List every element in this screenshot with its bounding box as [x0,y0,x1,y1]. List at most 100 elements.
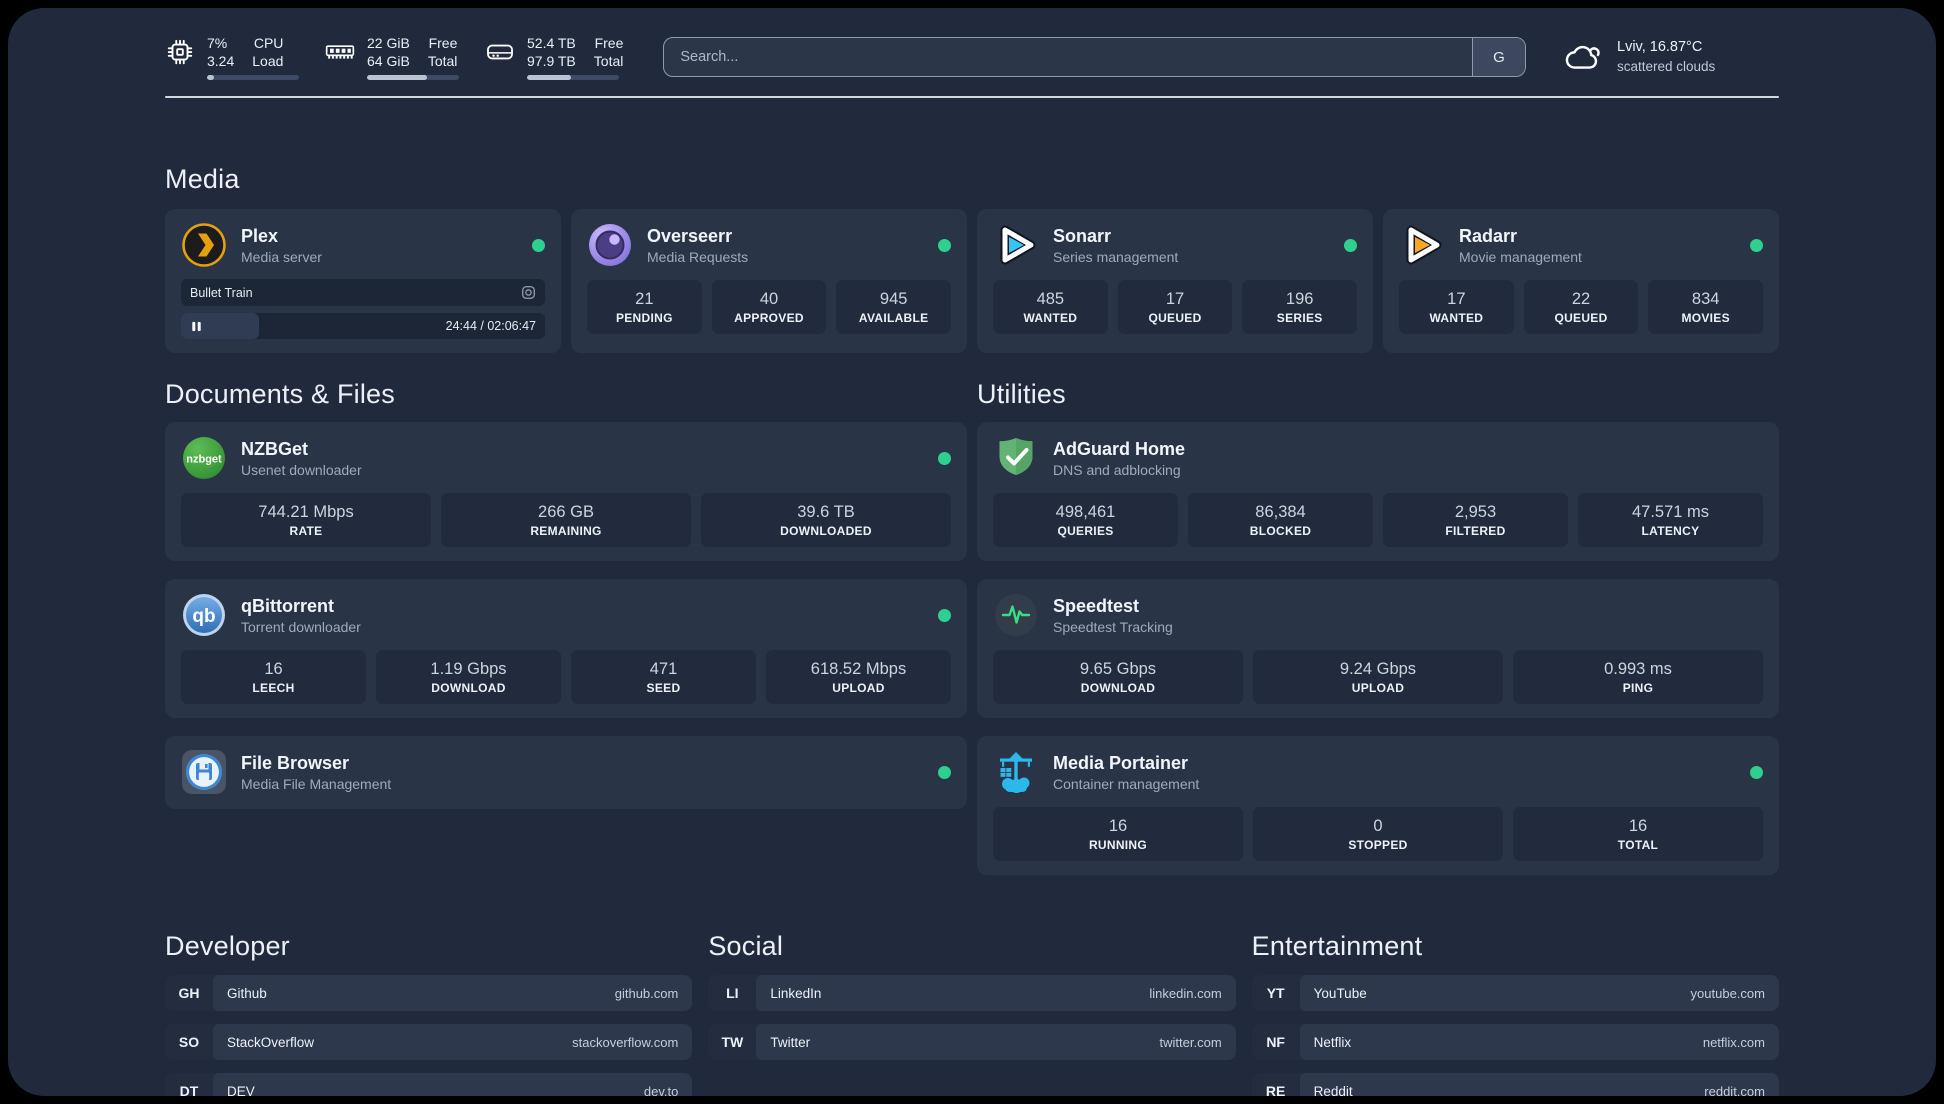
service-card-file-browser[interactable]: File Browser Media File Management [165,736,967,810]
service-stats: 9.65 Gbps DOWNLOAD 9.24 Gbps UPLOAD 0.993 ms… [993,650,1763,705]
stat-latency: 47.571 ms LATENCY [1578,493,1763,548]
stat-label: FILTERED [1445,524,1506,539]
stat-value: 618.52 Mbps [810,660,907,679]
stat-seed: 471 SEED [571,650,756,705]
utilities-cards: AdGuard Home DNS and adblocking 498,461 QUE… [977,422,1779,876]
stat-value: 40 [759,290,779,309]
stat-value: 0 [1373,817,1383,836]
service-title: Plex [241,225,279,246]
stat-value: 16 [264,660,283,679]
sonarr-icon [993,222,1039,268]
radarr-icon [1399,222,1445,268]
service-card-radarr[interactable]: Radarr Movie management 17 WANTED 22 QUEUED 83… [1383,209,1779,354]
bookmark-twitter[interactable]: TW Twitter twitter.com [708,1024,1236,1061]
stat-label: BLOCKED [1249,524,1312,539]
service-card-header: Radarr Movie management [1399,222,1763,268]
stat-value: 17 [1447,290,1466,309]
bookmark-body: StackOverflow stackoverflow.com [213,1024,693,1061]
service-card-qbittorrent[interactable]: qb qBittorrent Torrent downloader 16 LEECH 1.… [165,579,967,719]
service-stats: 21 PENDING 40 APPROVED 945 AVAILABLE [587,280,952,335]
bookmark-list: GH Github github.com SO StackOverflow stackov… [165,975,693,1096]
stat-label: AVAILABLE [858,311,929,326]
status-online-dot [938,451,951,465]
bookmark-list: YT YouTube youtube.com NF Netflix netflix.com… [1251,975,1779,1096]
service-stats: 17 WANTED 22 QUEUED 834 MOVIES [1399,280,1764,335]
service-card-sonarr[interactable]: Sonarr Series management 485 WANTED 17 QUEUED… [977,209,1373,354]
stat-label: LEECH [252,681,295,696]
service-card-header: qb qBittorrent Torrent downloader [181,592,951,638]
playback-progress-bar[interactable]: 24:44 / 02:06:47 [181,313,545,340]
service-card-nzbget[interactable]: nzbget NZBGet Usenet downloader 744.21 Mbps… [165,422,967,562]
search-provider-button[interactable]: G [1472,38,1525,77]
bookmark-abbr: TW [721,1034,744,1051]
service-card-plex[interactable]: Plex Media server Bullet Train 24:44 / 02:0… [165,209,561,354]
bookmark-dev[interactable]: DT DEV dev.to [165,1073,693,1096]
bookmark-linkedin[interactable]: LI LinkedIn linkedin.com [708,975,1236,1012]
service-title: Radarr [1459,225,1518,246]
stat-value: 21 [635,290,654,309]
weather-condition: scattered clouds [1617,58,1716,74]
status-online-dot [938,608,951,622]
service-titles: Overseerr Media Requests [647,225,748,267]
stat-queued: 17 QUEUED [1117,280,1233,335]
bookmark-youtube[interactable]: YT YouTube youtube.com [1251,975,1779,1012]
overseerr-icon [587,222,633,268]
stat-label: PING [1622,681,1654,696]
service-card-overseerr[interactable]: Overseerr Media Requests 21 PENDING 40 APPROV… [571,209,967,354]
stat-value: 47.571 ms [1631,503,1710,522]
stat-label: DOWNLOAD [1080,681,1156,696]
service-subtitle: Speedtest Tracking [1053,618,1173,635]
weather-widget: Lviv, 16.87°C scattered clouds [1564,38,1779,76]
stat-pending: 21 PENDING [587,280,702,335]
pause-icon[interactable] [190,320,203,333]
stat-value: 0.993 ms [1604,660,1672,679]
svg-text:qb: qb [192,606,215,627]
service-subtitle: Container management [1053,775,1200,792]
service-card-header: nzbget NZBGet Usenet downloader [181,435,951,481]
stat-upload: 9.24 Gbps UPLOAD [1253,650,1503,705]
stat-downloaded: 39.6 TB DOWNLOADED [701,493,951,548]
section-title-media: Media [165,164,240,195]
stat-value: 1.19 Gbps [430,660,507,679]
stat-value: 16 [1108,817,1128,836]
service-card-adguard-home[interactable]: AdGuard Home DNS and adblocking 498,461 QUE… [977,422,1779,562]
disk-widget: 52.4 TB 97.9 TB Free Total [485,34,623,81]
cpu-percent: 7% [207,35,228,51]
bookmark-stackoverflow[interactable]: SO StackOverflow stackoverflow.com [165,1024,693,1061]
cpu-label: CPU [253,35,284,51]
cpu-chip-icon [165,37,195,67]
search-input[interactable] [664,38,1472,77]
bookmark-body: YouTube youtube.com [1299,975,1779,1012]
stat-value: 9.24 Gbps [1339,660,1417,679]
service-title: qBittorrent [241,595,334,616]
stat-value: 744.21 Mbps [258,503,354,522]
media-cards-row: Plex Media server Bullet Train 24:44 / 02:0… [165,209,1779,354]
bookmark-netflix[interactable]: NF Netflix netflix.com [1251,1024,1779,1061]
status-online-dot [1750,765,1763,779]
service-subtitle: Media Requests [647,248,749,265]
stat-running: 16 RUNNING [993,807,1243,862]
stat-value: 22 [1571,290,1591,309]
bookmark-github[interactable]: GH Github github.com [165,975,693,1012]
stat-value: 266 GB [538,503,594,522]
filebrowser-icon [181,749,227,795]
stat-label: SERIES [1276,311,1323,326]
service-card-header: AdGuard Home DNS and adblocking [993,435,1763,481]
nzbget-icon: nzbget [181,435,227,481]
stat-value: 39.6 TB [797,503,855,522]
service-titles: AdGuard Home DNS and adblocking [1053,438,1185,480]
service-stats: 16 RUNNING 0 STOPPED 16 TOTAL [993,807,1763,862]
service-subtitle: Series management [1053,248,1179,265]
service-card-speedtest[interactable]: Speedtest Speedtest Tracking 9.65 Gbps DOWN… [977,579,1779,719]
bookmark-name: LinkedIn [770,985,822,1001]
session-view-icon[interactable] [521,285,536,300]
service-titles: Media Portainer Container management [1053,752,1199,794]
memory-widget: 22 GiB 64 GiB Free Total [325,34,459,81]
plex-icon [181,222,227,268]
bookmark-reddit[interactable]: RE Reddit reddit.com [1251,1073,1779,1096]
bookmark-abbr: YT [1266,985,1285,1002]
stat-rate: 744.21 Mbps RATE [181,493,431,548]
service-card-media-portainer[interactable]: Media Portainer Container management 16 RUN… [977,736,1779,876]
memory-total: 64 GiB [367,53,410,70]
bookmark-body: DEV dev.to [213,1073,693,1096]
